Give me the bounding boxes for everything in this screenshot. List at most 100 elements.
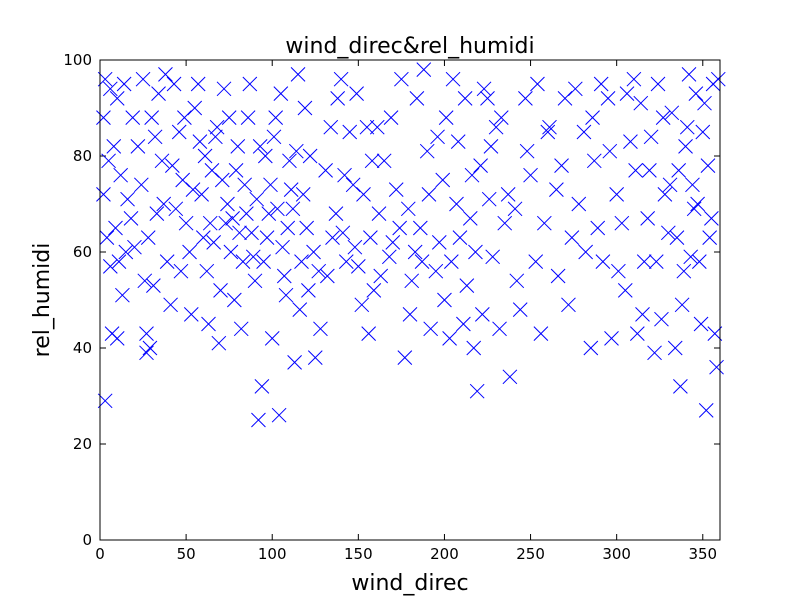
data-point	[404, 273, 420, 289]
data-point	[347, 239, 363, 255]
data-point	[540, 124, 556, 140]
data-point	[318, 163, 333, 178]
data-point	[550, 268, 566, 284]
data-point	[297, 100, 313, 116]
x-tick-label: 100	[258, 545, 287, 563]
data-point	[190, 76, 206, 92]
data-point	[530, 76, 545, 92]
data-point	[690, 196, 705, 212]
data-point	[278, 287, 294, 303]
data-point	[583, 340, 599, 356]
data-point	[590, 220, 606, 236]
data-point	[409, 91, 425, 106]
data-point	[617, 283, 633, 298]
data-point	[294, 254, 309, 269]
data-point	[554, 158, 569, 173]
data-point	[354, 297, 370, 313]
data-point	[288, 143, 304, 159]
data-point	[571, 196, 587, 212]
data-point	[221, 110, 237, 125]
data-point	[166, 76, 182, 92]
x-tick-label: 250	[516, 545, 545, 563]
data-point	[302, 148, 318, 164]
data-point	[254, 379, 270, 394]
data-point	[483, 139, 499, 154]
data-point	[416, 62, 432, 77]
data-point	[473, 158, 488, 173]
data-point	[233, 321, 249, 337]
data-point	[142, 340, 158, 356]
y-tick-label: 60	[73, 243, 92, 261]
data-point	[235, 254, 251, 269]
data-point	[177, 110, 192, 125]
data-point	[438, 110, 454, 125]
data-point	[276, 268, 292, 284]
data-point	[669, 230, 685, 245]
data-point	[213, 283, 228, 298]
data-point	[681, 67, 697, 82]
data-point	[349, 86, 364, 101]
data-point	[557, 91, 573, 106]
data-point	[99, 230, 115, 245]
data-point	[301, 283, 316, 298]
data-point	[578, 244, 594, 260]
data-point	[700, 158, 716, 173]
data-point	[507, 201, 523, 217]
data-point	[330, 91, 346, 106]
data-point	[392, 220, 408, 236]
data-point	[452, 230, 468, 245]
data-point	[163, 297, 178, 313]
data-point	[602, 143, 618, 159]
data-point	[366, 283, 382, 298]
data-point	[500, 187, 516, 202]
data-point	[421, 187, 437, 202]
data-point	[686, 201, 702, 217]
data-point	[287, 355, 302, 370]
data-point	[232, 225, 247, 241]
data-point	[611, 263, 626, 279]
data-point	[655, 110, 671, 125]
data-point	[647, 345, 662, 361]
data-point	[101, 153, 116, 169]
data-point	[201, 316, 216, 332]
data-point	[648, 254, 664, 269]
data-point	[230, 139, 246, 154]
x-tick-label: 150	[344, 545, 373, 563]
data-point	[640, 211, 656, 226]
x-tick-label: 350	[688, 545, 717, 563]
data-point	[394, 71, 409, 87]
data-point	[154, 153, 170, 169]
data-point	[333, 71, 349, 87]
data-point	[273, 86, 289, 101]
data-point	[469, 383, 485, 399]
data-point	[437, 292, 452, 308]
chart-title: wind_direc&rel_humidi	[285, 34, 534, 59]
data-point	[407, 244, 423, 260]
data-point	[123, 211, 139, 226]
data-point	[695, 124, 711, 140]
data-point	[679, 119, 695, 135]
y-axis-label: rel_humidi	[30, 243, 55, 358]
data-point	[673, 379, 688, 394]
data-point	[464, 167, 480, 183]
data-point	[192, 134, 208, 149]
data-point	[474, 307, 490, 322]
data-point	[245, 249, 261, 265]
data-point	[185, 182, 201, 197]
data-point	[400, 201, 416, 217]
data-point	[206, 235, 222, 250]
data-point	[247, 273, 263, 289]
data-point	[151, 86, 166, 101]
data-point	[175, 172, 191, 188]
data-point	[208, 129, 223, 145]
plot-frame	[99, 59, 721, 541]
data-point	[158, 67, 173, 82]
data-point	[685, 177, 700, 193]
x-tick-label: 300	[602, 545, 631, 563]
data-point	[307, 350, 323, 365]
data-point	[595, 254, 611, 269]
data-point	[623, 134, 638, 149]
data-point	[383, 110, 399, 125]
data-point	[660, 225, 676, 241]
data-point	[156, 196, 172, 212]
